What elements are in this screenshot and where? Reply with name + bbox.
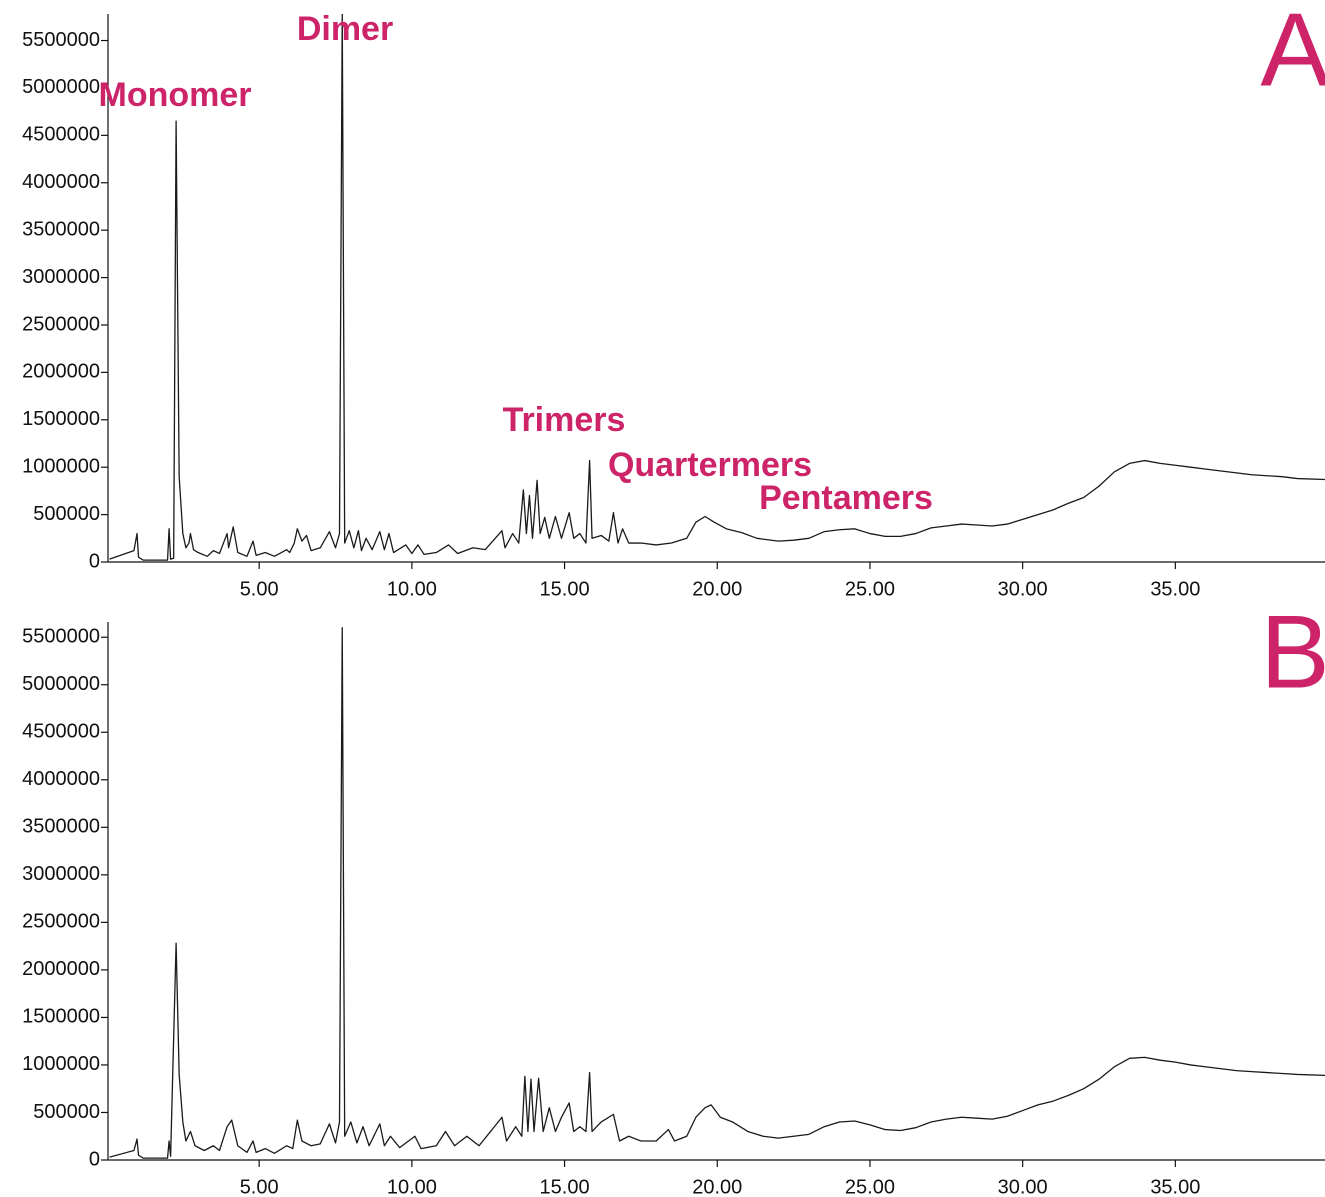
x-tick-label: 25.00 xyxy=(845,1176,895,1197)
y-tick-label: 1000000 xyxy=(22,455,100,477)
y-tick-label: 2000000 xyxy=(22,958,100,980)
annotation: Monomer xyxy=(99,76,252,114)
y-tick-label: 1000000 xyxy=(22,1053,100,1075)
annotation: Pentamers xyxy=(759,479,933,517)
y-tick-label: 4000000 xyxy=(22,171,100,193)
y-tick-label: 3500000 xyxy=(22,816,100,838)
y-tick-label: 4000000 xyxy=(22,768,100,790)
x-tick-label: 10.00 xyxy=(387,1176,437,1197)
y-tick-label: 2500000 xyxy=(22,911,100,933)
x-tick-label: 25.00 xyxy=(845,578,895,600)
y-tick-label: 1500000 xyxy=(22,408,100,430)
x-tick-label: 5.00 xyxy=(240,1176,279,1197)
y-tick-label: 0 xyxy=(89,1148,100,1170)
x-tick-label: 10.00 xyxy=(387,578,437,600)
panel: 0 500000 1000000 1500000 2000000 2500000 30000… xyxy=(22,594,1325,1197)
x-tick-label: 15.00 xyxy=(540,1176,590,1197)
y-tick-label: 0 xyxy=(89,550,100,572)
panel: 0 500000 1000000 1500000 2000000 2500000 30000… xyxy=(22,0,1325,600)
y-tick-label: 500000 xyxy=(33,503,100,525)
x-tick-label: 5.00 xyxy=(240,578,279,600)
panel-label: B xyxy=(1260,594,1325,710)
y-tick-label: 5500000 xyxy=(22,625,100,647)
x-tick-label: 20.00 xyxy=(692,578,742,600)
x-tick-label: 30.00 xyxy=(998,578,1048,600)
y-tick-label: 1500000 xyxy=(22,1006,100,1028)
trace xyxy=(109,14,1325,561)
y-tick-label: 500000 xyxy=(33,1101,100,1123)
x-tick-label: 30.00 xyxy=(998,1176,1048,1197)
y-tick-label: 2000000 xyxy=(22,361,100,383)
annotation: Dimer xyxy=(297,10,393,48)
x-tick-label: 15.00 xyxy=(540,578,590,600)
annotation: Quartermers xyxy=(608,446,812,484)
y-tick-label: 2500000 xyxy=(22,313,100,335)
x-tick-label: 35.00 xyxy=(1150,578,1200,600)
trace xyxy=(109,627,1325,1159)
y-tick-label: 4500000 xyxy=(22,124,100,146)
annotation: Trimers xyxy=(503,401,626,439)
y-tick-label: 3000000 xyxy=(22,863,100,885)
y-tick-label: 5000000 xyxy=(22,76,100,98)
y-tick-label: 5500000 xyxy=(22,29,100,51)
y-tick-label: 3000000 xyxy=(22,266,100,288)
y-tick-label: 5000000 xyxy=(22,673,100,695)
y-tick-label: 3500000 xyxy=(22,218,100,240)
x-tick-label: 20.00 xyxy=(692,1176,742,1197)
y-tick-label: 4500000 xyxy=(22,721,100,743)
x-tick-label: 35.00 xyxy=(1150,1176,1200,1197)
panel-label: A xyxy=(1260,0,1325,108)
